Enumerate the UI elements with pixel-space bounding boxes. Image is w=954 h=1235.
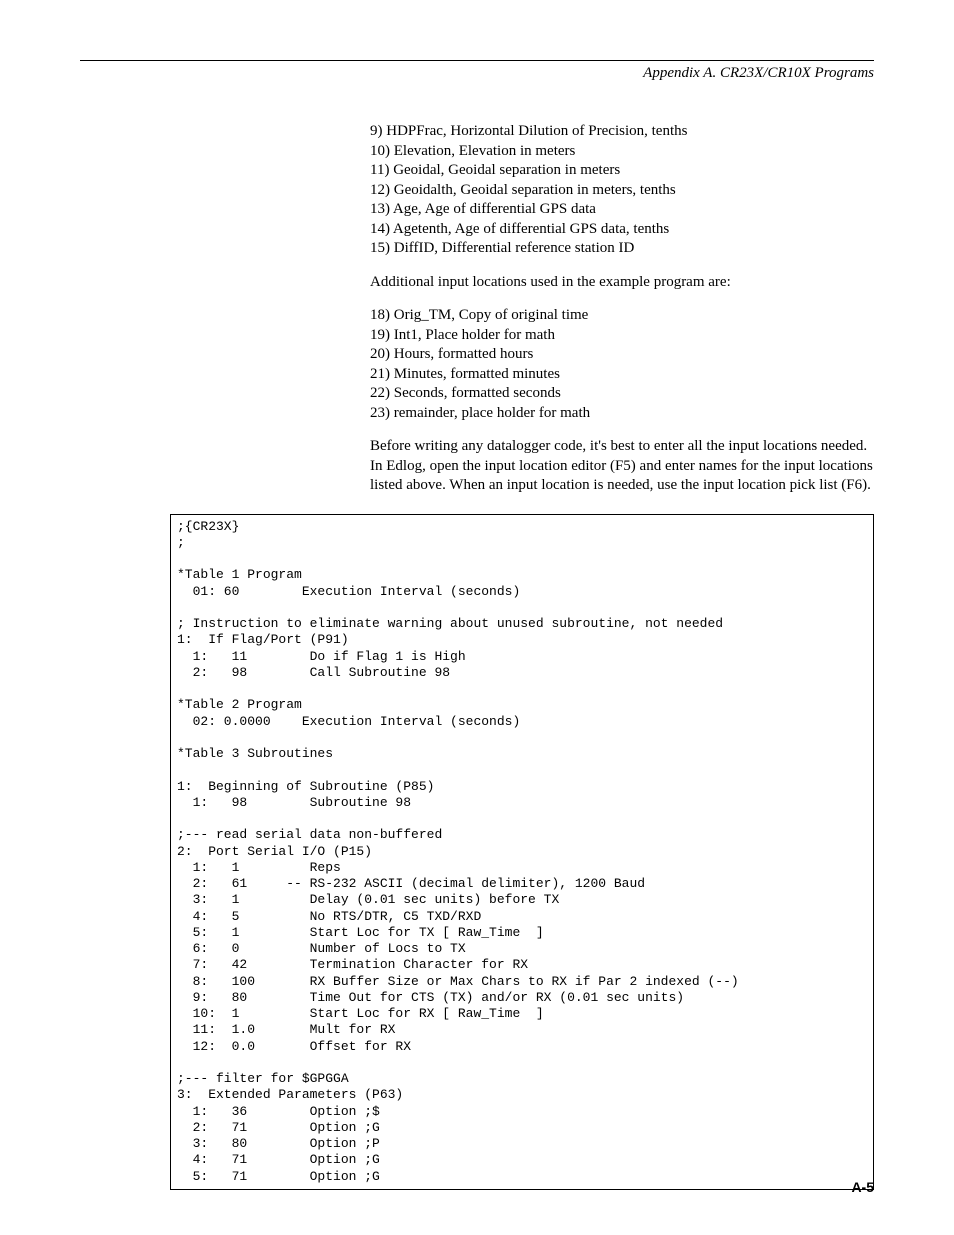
definition-list-2: 18) Orig_TM, Copy of original time 19) I… bbox=[370, 306, 874, 423]
list-item: 19) Int1, Place holder for math bbox=[370, 327, 555, 343]
list-item: 12) Geoidalth, Geoidal separation in met… bbox=[370, 182, 676, 198]
list-item: 18) Orig_TM, Copy of original time bbox=[370, 307, 588, 323]
list-item: 21) Minutes, formatted minutes bbox=[370, 366, 560, 382]
list-item: 22) Seconds, formatted seconds bbox=[370, 385, 561, 401]
list-item: 9) HDPFrac, Horizontal Dilution of Preci… bbox=[370, 123, 687, 139]
paragraph: Before writing any datalogger code, it's… bbox=[370, 437, 874, 496]
list-item: 11) Geoidal, Geoidal separation in meter… bbox=[370, 162, 620, 178]
page-number: A-5 bbox=[851, 1179, 874, 1195]
body-content: 9) HDPFrac, Horizontal Dilution of Preci… bbox=[370, 122, 874, 496]
list-item: 23) remainder, place holder for math bbox=[370, 405, 590, 421]
document-page: Appendix A. CR23X/CR10X Programs 9) HDPF… bbox=[0, 0, 954, 1235]
list-item: 20) Hours, formatted hours bbox=[370, 346, 533, 362]
paragraph: Additional input locations used in the e… bbox=[370, 273, 874, 293]
list-item: 10) Elevation, Elevation in meters bbox=[370, 143, 575, 159]
list-item: 13) Age, Age of differential GPS data bbox=[370, 201, 596, 217]
list-item: 15) DiffID, Differential reference stati… bbox=[370, 240, 634, 256]
running-header: Appendix A. CR23X/CR10X Programs bbox=[80, 65, 874, 82]
code-listing: ;{CR23X} ; *Table 1 Program 01: 60 Execu… bbox=[170, 514, 874, 1190]
definition-list-1: 9) HDPFrac, Horizontal Dilution of Preci… bbox=[370, 122, 874, 259]
header-rule bbox=[80, 60, 874, 61]
list-item: 14) Agetenth, Age of differential GPS da… bbox=[370, 221, 669, 237]
